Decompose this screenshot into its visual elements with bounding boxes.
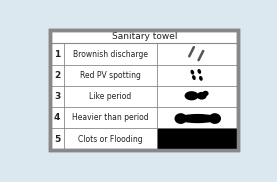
Ellipse shape <box>175 113 187 124</box>
Text: 2: 2 <box>54 71 60 80</box>
Bar <box>50 29 238 150</box>
Bar <box>157 128 238 150</box>
Text: Clots or Flooding: Clots or Flooding <box>78 134 143 144</box>
Ellipse shape <box>178 114 218 123</box>
Ellipse shape <box>202 91 209 96</box>
Text: Brownish discharge: Brownish discharge <box>73 50 148 59</box>
Text: 5: 5 <box>54 134 60 144</box>
Bar <box>50 29 238 150</box>
Text: 1: 1 <box>54 50 60 59</box>
Ellipse shape <box>199 76 203 81</box>
Text: Sanitary towel: Sanitary towel <box>112 32 177 41</box>
Ellipse shape <box>184 91 199 100</box>
Text: Like period: Like period <box>89 92 132 101</box>
Ellipse shape <box>198 69 201 74</box>
Ellipse shape <box>192 75 196 80</box>
Text: 3: 3 <box>54 92 60 101</box>
Bar <box>50 29 238 150</box>
Text: 4: 4 <box>54 113 60 122</box>
Ellipse shape <box>191 70 194 75</box>
Ellipse shape <box>197 92 207 100</box>
Text: Heavier than period: Heavier than period <box>72 113 149 122</box>
Bar <box>50 29 238 150</box>
Text: Red PV spotting: Red PV spotting <box>80 71 141 80</box>
Bar <box>50 29 238 150</box>
Ellipse shape <box>209 113 221 124</box>
